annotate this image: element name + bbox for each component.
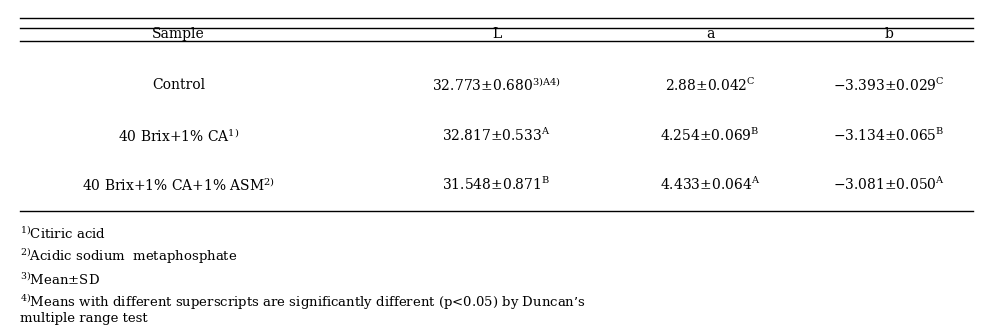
Text: $^{\mathregular{4)}}$Means with different superscripts are significantly differe: $^{\mathregular{4)}}$Means with differen… (20, 293, 586, 312)
Text: a: a (706, 27, 714, 41)
Text: multiple range test: multiple range test (20, 312, 148, 325)
Text: −3.393±0.029$^{\mathregular{C}}$: −3.393±0.029$^{\mathregular{C}}$ (833, 77, 944, 94)
Text: 31.548±0.871$^{\mathregular{B}}$: 31.548±0.871$^{\mathregular{B}}$ (443, 176, 550, 193)
Text: 4.254±0.069$^{\mathregular{B}}$: 4.254±0.069$^{\mathregular{B}}$ (660, 127, 760, 144)
Text: 40 Brix+1% CA$^{\mathregular{1)}}$: 40 Brix+1% CA$^{\mathregular{1)}}$ (118, 127, 239, 145)
Text: Control: Control (152, 78, 206, 92)
Text: 4.433±0.064$^{\mathregular{A}}$: 4.433±0.064$^{\mathregular{A}}$ (659, 176, 761, 193)
Text: −3.134±0.065$^{\mathregular{B}}$: −3.134±0.065$^{\mathregular{B}}$ (833, 127, 944, 144)
Text: −3.081±0.050$^{\mathregular{A}}$: −3.081±0.050$^{\mathregular{A}}$ (833, 176, 944, 193)
Text: 32.773±0.680$^{\mathregular{3)A4)}}$: 32.773±0.680$^{\mathregular{3)A4)}}$ (432, 76, 561, 94)
Text: L: L (492, 27, 501, 41)
Text: 2.88±0.042$^{\mathregular{C}}$: 2.88±0.042$^{\mathregular{C}}$ (664, 77, 756, 94)
Text: Sample: Sample (152, 27, 206, 41)
Text: $^{\mathregular{1)}}$Citiric acid: $^{\mathregular{1)}}$Citiric acid (20, 226, 105, 242)
Text: $^{\mathregular{3)}}$Mean±SD: $^{\mathregular{3)}}$Mean±SD (20, 271, 99, 288)
Text: 40 Brix+1% CA+1% ASM$^{\mathregular{2)}}$: 40 Brix+1% CA+1% ASM$^{\mathregular{2)}}… (82, 176, 275, 194)
Text: 32.817±0.533$^{\mathregular{A}}$: 32.817±0.533$^{\mathregular{A}}$ (442, 127, 551, 144)
Text: $^{\mathregular{2)}}$Acidic sodium  metaphosphate: $^{\mathregular{2)}}$Acidic sodium metap… (20, 247, 237, 266)
Text: b: b (885, 27, 893, 41)
